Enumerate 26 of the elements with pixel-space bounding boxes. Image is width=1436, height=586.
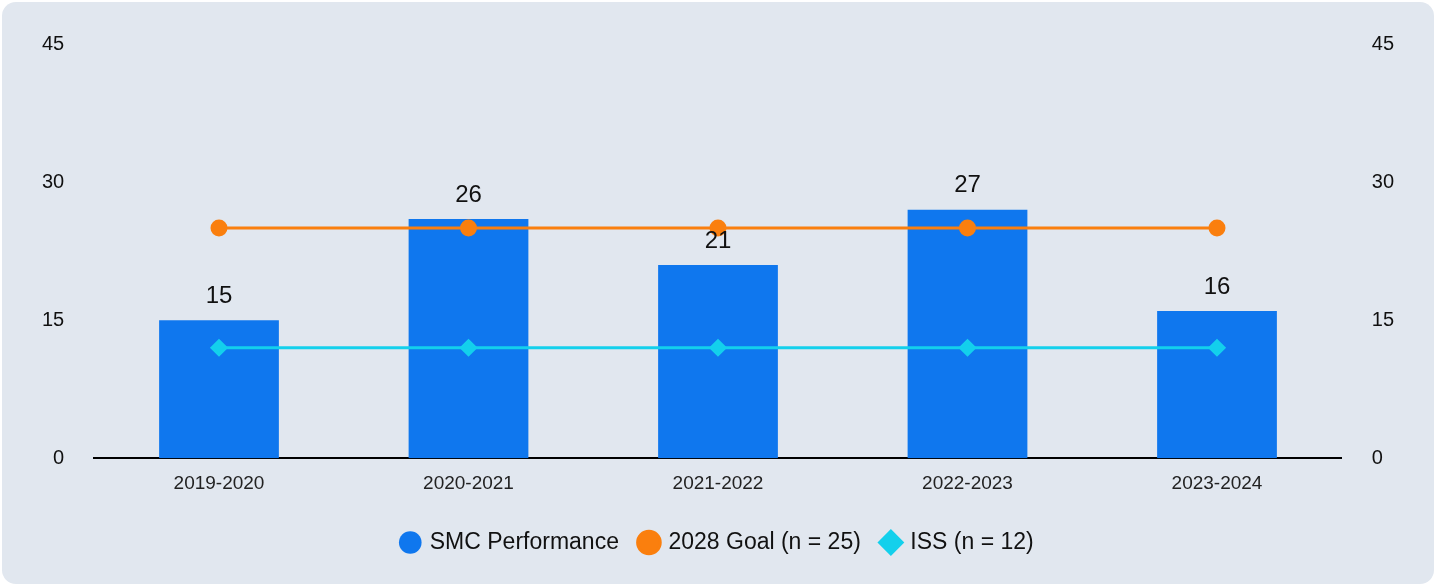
bar bbox=[658, 264, 778, 459]
data-label: 27 bbox=[954, 170, 981, 198]
y2-tick-label: 30 bbox=[1371, 169, 1394, 192]
x-tick-label: 2021-2022 bbox=[672, 471, 764, 493]
x-tick-label: 2020-2021 bbox=[423, 471, 514, 493]
bar bbox=[408, 218, 529, 459]
y2-tick-label: 0 bbox=[1371, 445, 1383, 468]
x-tick-label: 2022-2023 bbox=[922, 471, 1013, 493]
y-tick-label: 0 bbox=[53, 445, 65, 468]
x-tick-label: 2019-2020 bbox=[173, 471, 265, 493]
x-tick-label: 2023-2024 bbox=[1171, 471, 1263, 493]
y2-tick-label: 15 bbox=[1371, 307, 1394, 330]
data-label: 15 bbox=[205, 280, 233, 308]
y-tick-label: 30 bbox=[42, 169, 65, 192]
y2-tick-label: 45 bbox=[1371, 31, 1394, 54]
data-label: 21 bbox=[704, 225, 732, 253]
legend-label: SMC Performance bbox=[429, 527, 619, 554]
bar bbox=[159, 320, 279, 459]
bar bbox=[907, 209, 1028, 459]
y-tick-label: 45 bbox=[42, 31, 65, 54]
y-tick-label: 15 bbox=[42, 307, 65, 330]
legend-label: 2028 Goal (n = 25) bbox=[668, 527, 861, 554]
data-label: 16 bbox=[1203, 271, 1231, 299]
data-label: 26 bbox=[455, 179, 482, 207]
legend-label: ISS (n = 12) bbox=[910, 527, 1034, 554]
bar bbox=[1157, 310, 1277, 459]
